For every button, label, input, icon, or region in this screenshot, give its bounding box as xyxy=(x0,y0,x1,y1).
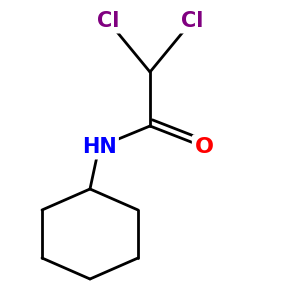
Text: Cl: Cl xyxy=(97,11,119,31)
Text: HN: HN xyxy=(82,137,116,157)
Text: O: O xyxy=(194,137,214,157)
Text: Cl: Cl xyxy=(181,11,203,31)
